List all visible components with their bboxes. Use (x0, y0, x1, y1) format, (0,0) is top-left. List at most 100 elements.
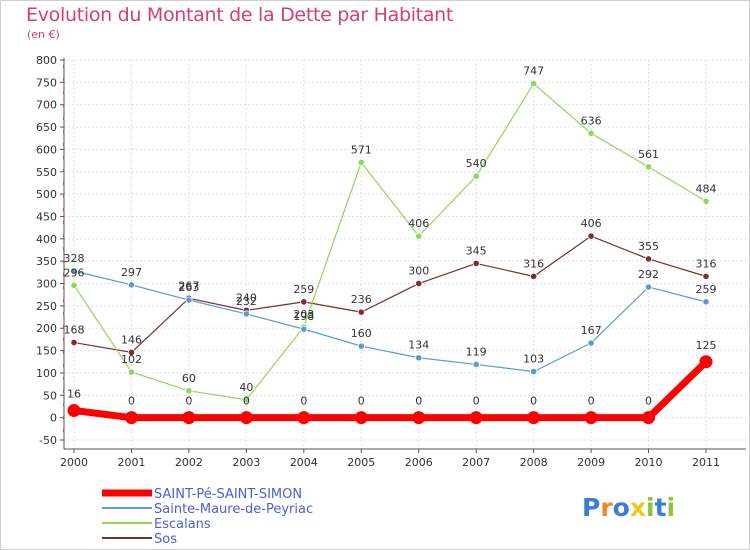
y-tick-label: 600 (36, 143, 57, 156)
series-line (73, 235, 707, 353)
data-point (530, 272, 538, 280)
data-point (702, 298, 710, 306)
data-point (644, 255, 653, 263)
y-tick-label: 650 (36, 121, 57, 134)
data-point (242, 396, 250, 404)
data-label: 236 (351, 293, 372, 306)
axis-marker (63, 416, 65, 419)
data-point (357, 158, 365, 166)
axis-marker (63, 325, 65, 328)
data-point (412, 411, 426, 425)
data-label: 259 (293, 283, 314, 296)
data-label: 0 (645, 395, 652, 408)
axis-marker (63, 247, 65, 250)
legend-entry: Sainte-Maure-de-Peyriac (154, 502, 313, 517)
y-tick-label: 750 (36, 76, 57, 89)
data-label: 484 (696, 182, 717, 195)
y-tick-label: 700 (36, 99, 57, 112)
series (67, 80, 713, 425)
axis-marker (63, 221, 65, 224)
axis-marker (63, 91, 65, 94)
data-label: 60 (182, 372, 196, 385)
data-point (124, 411, 138, 425)
axis-marker (63, 65, 65, 68)
data-point (297, 411, 311, 425)
data-point (182, 411, 196, 425)
data-label: 355 (638, 240, 659, 253)
y-tick-label: 300 (36, 278, 57, 291)
legend-entry: SAINT-Pé-SAINT-SIMON (154, 487, 302, 502)
y-tick-label: 0 (50, 412, 57, 425)
data-label: 0 (185, 395, 192, 408)
data-point (584, 411, 598, 425)
axis-marker (63, 377, 65, 380)
x-tick-label: 2011 (692, 456, 720, 469)
data-point (644, 283, 653, 291)
axis-marker (63, 143, 65, 146)
data-point (70, 281, 78, 289)
data-point (469, 411, 483, 425)
logo-letter: o (613, 493, 630, 522)
x-tick-label: 2005 (347, 456, 375, 469)
y-tick-label: 400 (36, 233, 57, 246)
x-tick-label: 2007 (462, 456, 490, 469)
legend: SAINT-Pé-SAINT-SIMONSainte-Maure-de-Peyr… (102, 487, 313, 547)
data-label: 406 (408, 217, 429, 230)
axis-marker (63, 390, 65, 393)
axis-marker (63, 234, 65, 237)
proxiti-logo: Proxiti (582, 493, 675, 522)
y-tick-label: 50 (43, 389, 57, 402)
axis-marker (63, 156, 65, 159)
data-point (415, 354, 423, 362)
data-label: 561 (638, 148, 659, 161)
data-point (357, 308, 365, 316)
data-point (530, 80, 538, 88)
axis-marker (63, 104, 65, 107)
chart-unit: (en €) (27, 28, 60, 41)
data-label: 134 (408, 339, 429, 352)
series-line (73, 359, 709, 422)
x-tick-label: 2003 (232, 456, 260, 469)
data-label: 168 (64, 324, 85, 337)
data-point (527, 411, 541, 425)
y-tick-label: 150 (36, 345, 57, 358)
data-label: 316 (523, 257, 544, 270)
data-point (642, 411, 656, 425)
data-point (415, 279, 423, 288)
data-label: 747 (523, 65, 544, 78)
x-tick-label: 2010 (635, 456, 663, 469)
y-tick-label: 500 (36, 188, 57, 201)
axis-marker (63, 312, 65, 315)
y-tick-label: 450 (36, 210, 57, 223)
axis-marker (63, 195, 65, 198)
data-label: 571 (351, 143, 372, 156)
data-point (185, 387, 193, 395)
data-label: 540 (466, 157, 487, 170)
axis-marker (63, 208, 65, 211)
axis-marker (63, 117, 65, 120)
axis-marker (63, 182, 65, 185)
grid (64, 59, 746, 449)
data-label: 296 (64, 266, 85, 279)
data-label: 203 (293, 308, 314, 321)
y-tick-label: 250 (36, 300, 57, 313)
data-label: 160 (351, 327, 372, 340)
data-point (67, 403, 81, 417)
axis-marker (63, 351, 65, 354)
x-tick-label: 2006 (405, 456, 433, 469)
x-tick-label: 2004 (290, 456, 318, 469)
data-point (472, 360, 480, 369)
legend-entry: Escalans (154, 517, 211, 532)
series-line (73, 83, 707, 401)
data-label: 328 (64, 252, 85, 265)
data-label: 0 (415, 395, 422, 408)
data-point (702, 197, 710, 205)
data-point (587, 339, 595, 347)
x-tick-label: 2009 (577, 456, 605, 469)
data-point (70, 267, 78, 275)
data-label: 125 (696, 339, 717, 352)
data-point (300, 298, 308, 306)
data-label: 167 (581, 324, 602, 337)
